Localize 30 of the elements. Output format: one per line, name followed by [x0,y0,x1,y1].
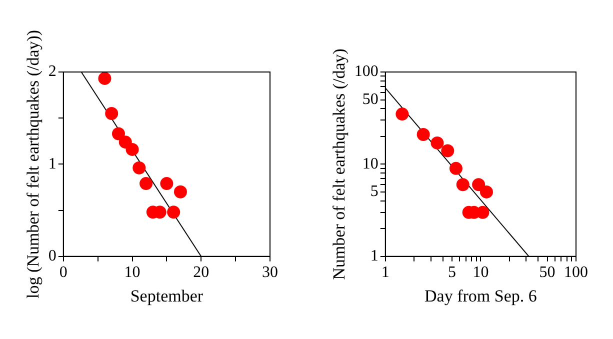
x-tick-label: 100 [564,264,588,282]
y-tick-label: 50 [362,90,378,108]
y-axis-title: Number of felt earthquakes (/day) [330,48,349,280]
point [160,177,174,190]
x-axis-title: September [130,286,204,306]
y-tick-label: 1 [48,155,56,172]
x-axis-title: Day from Sep. 6 [424,286,537,306]
y-tick-label: 100 [354,63,378,80]
point [105,106,118,120]
point [98,72,112,85]
x-tick-label: 30 [262,264,278,282]
x-tick-label: 1 [381,264,390,282]
y-tick-label: 10 [362,155,378,172]
point [126,142,139,156]
point [140,177,153,190]
x-tick-label: 20 [193,264,210,282]
x-tick-label: 0 [59,264,68,282]
x-tick-label: 5 [448,264,456,282]
y-tick-label: 1 [370,248,378,265]
point [174,185,187,198]
point [112,127,125,140]
y-axis-title: log (Number of felt earthquakes (/day)) [24,30,43,298]
y-tick-label: 2 [48,63,56,80]
point [132,161,146,174]
x-tick-label: 10 [472,264,489,282]
point [167,206,180,219]
y-tick-label: 0 [48,248,56,265]
x-tick-label: 10 [124,264,140,282]
x-tick-label: 50 [539,264,556,282]
y-tick-label: 5 [370,183,378,200]
